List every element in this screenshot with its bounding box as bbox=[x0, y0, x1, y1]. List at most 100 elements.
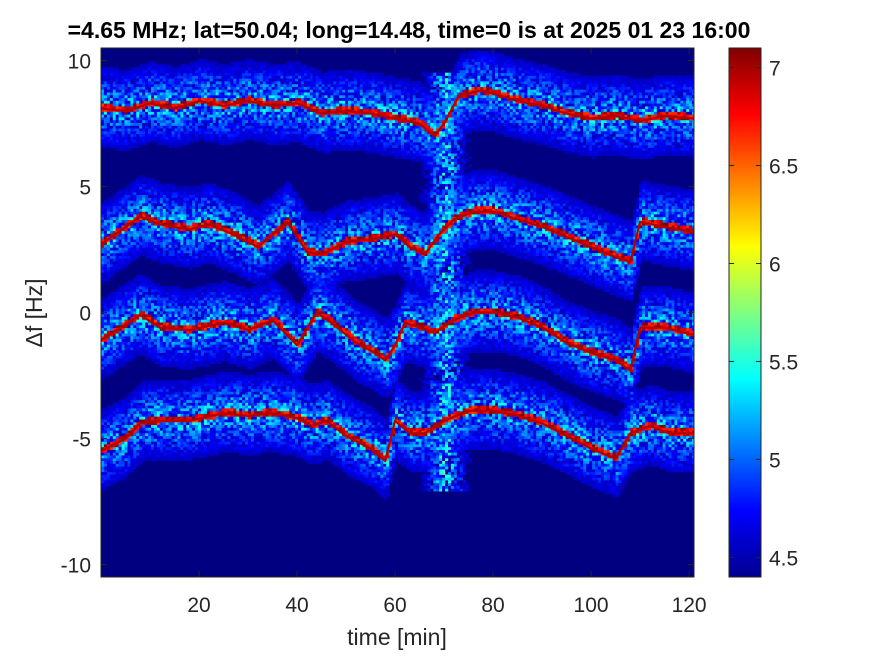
heatmap-cell bbox=[183, 416, 187, 420]
heatmap-cell bbox=[153, 444, 158, 448]
heatmap-cell bbox=[133, 430, 137, 434]
heatmap-cell bbox=[106, 405, 111, 409]
heatmap-cell bbox=[112, 122, 117, 126]
heatmap-cell bbox=[148, 330, 152, 334]
heatmap-cell bbox=[198, 452, 202, 456]
heatmap-cell bbox=[218, 435, 222, 439]
heatmap-cell bbox=[206, 358, 211, 362]
heatmap-cell bbox=[106, 205, 111, 209]
heatmap-cell bbox=[112, 103, 117, 107]
heatmap-cell bbox=[106, 360, 111, 365]
heatmap-cell bbox=[212, 355, 216, 359]
heatmap-cell bbox=[186, 105, 190, 110]
heatmap-cell bbox=[195, 435, 199, 439]
heatmap-cell bbox=[139, 247, 143, 251]
heatmap-cell bbox=[174, 194, 178, 198]
heatmap-cell bbox=[195, 258, 199, 262]
heatmap-cell bbox=[103, 435, 108, 439]
heatmap-cell bbox=[212, 441, 216, 445]
heatmap-cell bbox=[165, 238, 169, 243]
heatmap-cell bbox=[148, 444, 152, 448]
heatmap-cell bbox=[203, 83, 208, 87]
heatmap-cell bbox=[159, 416, 164, 420]
heatmap-cell bbox=[201, 244, 205, 248]
heatmap-cell bbox=[130, 194, 134, 198]
heatmap-cell bbox=[151, 280, 155, 284]
heatmap-cell bbox=[215, 130, 219, 135]
heatmap-cell bbox=[201, 194, 205, 198]
heatmap-cell bbox=[206, 255, 211, 259]
heatmap-cell bbox=[130, 180, 134, 184]
heatmap-cell bbox=[206, 299, 211, 304]
heatmap-cell bbox=[106, 441, 111, 445]
heatmap-cell bbox=[118, 130, 122, 135]
heatmap-cell bbox=[151, 208, 155, 212]
heatmap-cell bbox=[109, 230, 114, 234]
heatmap-cell bbox=[192, 455, 196, 459]
heatmap-cell bbox=[124, 291, 128, 295]
heatmap-cell bbox=[218, 219, 222, 223]
heatmap-cell bbox=[206, 128, 211, 132]
heatmap-cell bbox=[159, 363, 164, 367]
heatmap-cell bbox=[145, 319, 149, 323]
heatmap-cell bbox=[218, 419, 222, 423]
heatmap-cell bbox=[209, 258, 214, 262]
heatmap-cell bbox=[142, 69, 146, 74]
heatmap-cell bbox=[145, 180, 149, 184]
heatmap-cell bbox=[153, 349, 158, 353]
heatmap-cell bbox=[192, 238, 196, 243]
heatmap-cell bbox=[215, 291, 219, 295]
heatmap-cell bbox=[201, 391, 205, 395]
heatmap-cell bbox=[124, 69, 128, 74]
heatmap-cell bbox=[192, 119, 196, 123]
heatmap-cell bbox=[136, 413, 140, 417]
heatmap-cell bbox=[221, 441, 225, 445]
heatmap-cell bbox=[165, 119, 169, 123]
heatmap-cell bbox=[130, 225, 134, 229]
heatmap-cell bbox=[189, 322, 193, 326]
heatmap-cell bbox=[195, 236, 199, 240]
heatmap-cell bbox=[212, 133, 216, 137]
heatmap-cell bbox=[127, 305, 131, 309]
heatmap-cell bbox=[124, 396, 128, 401]
heatmap-cell bbox=[151, 244, 155, 248]
heatmap-cell bbox=[142, 117, 146, 121]
heatmap-cell bbox=[127, 86, 131, 90]
heatmap-cell bbox=[118, 446, 122, 450]
heatmap-cell bbox=[103, 241, 108, 245]
heatmap-cell bbox=[115, 147, 119, 151]
heatmap-cell bbox=[106, 355, 111, 359]
heatmap-cell bbox=[221, 69, 225, 74]
heatmap-cell bbox=[127, 444, 131, 448]
heatmap-cell bbox=[174, 319, 178, 323]
heatmap-cell bbox=[109, 335, 114, 340]
heatmap-cell bbox=[201, 89, 205, 93]
heatmap-cell bbox=[130, 338, 134, 342]
heatmap-cell bbox=[139, 302, 143, 306]
heatmap-cell bbox=[156, 441, 161, 445]
heatmap-cell bbox=[180, 430, 184, 434]
heatmap-cell bbox=[165, 255, 169, 259]
heatmap-cell bbox=[212, 427, 216, 431]
heatmap-cell bbox=[162, 327, 167, 331]
heatmap-cell bbox=[186, 347, 190, 351]
heatmap-cell bbox=[148, 438, 152, 442]
heatmap-cell bbox=[118, 352, 122, 356]
heatmap-cell bbox=[198, 402, 202, 406]
heatmap-cell bbox=[183, 358, 187, 362]
heatmap-cell bbox=[174, 89, 178, 93]
heatmap-cell bbox=[118, 147, 122, 151]
heatmap-cell bbox=[103, 119, 108, 123]
heatmap-cell bbox=[224, 139, 228, 143]
heatmap-cell bbox=[109, 208, 114, 212]
heatmap-cell bbox=[162, 227, 167, 232]
heatmap-cell bbox=[206, 430, 211, 434]
heatmap-cell bbox=[218, 424, 222, 428]
chart-title: =4.65 MHz; lat=50.04; long=14.48, time=0… bbox=[68, 17, 751, 43]
heatmap-cell bbox=[177, 191, 181, 195]
heatmap-cell bbox=[192, 349, 196, 353]
heatmap-cell bbox=[162, 100, 167, 104]
heatmap-cell bbox=[218, 324, 222, 328]
heatmap-cell bbox=[165, 319, 169, 323]
heatmap-cell bbox=[101, 275, 105, 279]
